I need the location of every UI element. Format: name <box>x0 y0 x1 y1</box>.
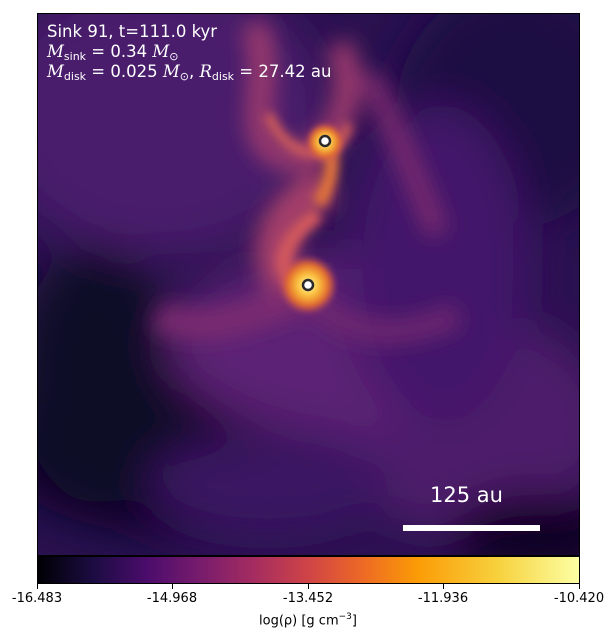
colorbar-tick <box>579 584 580 589</box>
colorbar-label: log(ρ) [g cm−3] <box>259 612 357 629</box>
colorbar-tick <box>37 584 38 589</box>
density-map-panel: Sink 91, t=111.0 kyr Msink = 0.34 M⊙ Mdi… <box>37 13 580 556</box>
density-map <box>38 14 579 555</box>
colorbar <box>37 556 580 584</box>
sink-marker-upper <box>318 134 332 148</box>
colorbar-tick <box>172 584 173 589</box>
sink-id-time: Sink 91, t=111.0 kyr <box>47 22 218 41</box>
colorbar-tick-label: -11.936 <box>417 591 469 606</box>
scale-bar-label: 125 au <box>430 483 503 507</box>
colorbar-tick-label: -14.968 <box>146 591 198 606</box>
colorbar-tick-label: -13.452 <box>282 591 334 606</box>
scale-bar <box>403 525 540 531</box>
sink-marker-lower <box>301 278 315 292</box>
sink-annotation: Sink 91, t=111.0 kyr Msink = 0.34 M⊙ Mdi… <box>47 22 331 82</box>
disk-properties: Mdisk = 0.025 M⊙, Rdisk = 27.42 au <box>47 62 332 83</box>
colorbar-tick-label: -10.420 <box>553 591 605 606</box>
colorbar-tick <box>308 584 309 589</box>
sink-mass: Msink = 0.34 M⊙ <box>47 42 179 63</box>
colorbar-tick-label: -16.483 <box>11 591 63 606</box>
colorbar-tick <box>443 584 444 589</box>
